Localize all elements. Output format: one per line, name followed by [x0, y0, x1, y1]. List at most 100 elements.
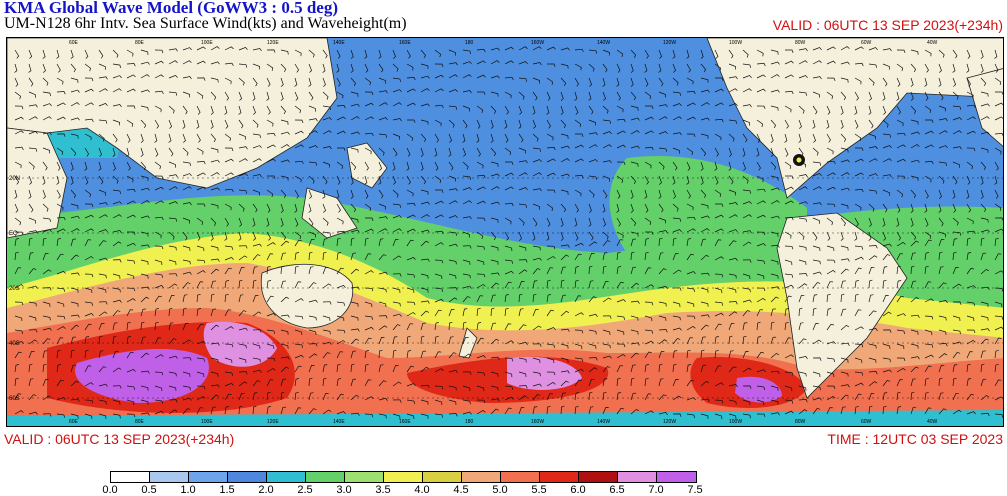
lon-label: 60E: [69, 419, 79, 425]
wind-barb: [322, 161, 330, 168]
colorbar-swatch: [462, 472, 501, 482]
wind-barb: [840, 231, 844, 241]
wind-barb: [364, 77, 372, 86]
wind-barb: [42, 147, 51, 154]
wind-barb: [196, 396, 206, 401]
wind-barb: [644, 175, 649, 185]
wind-barb: [938, 189, 942, 199]
wind-barb: [630, 175, 637, 185]
wind-barb: [56, 189, 61, 199]
wind-barb: [546, 405, 551, 415]
wind-barb: [182, 119, 186, 129]
wind-barb: [504, 147, 512, 156]
wind-barb: [112, 88, 122, 93]
colorbar-swatch: [384, 472, 423, 482]
wind-barb: [868, 392, 875, 401]
wind-barb: [952, 63, 956, 73]
wind-barb: [364, 116, 374, 121]
wind-barb: [98, 413, 107, 419]
wind-barb: [644, 203, 649, 213]
wind-barb: [504, 281, 512, 289]
wind-barb: [994, 379, 1002, 387]
wind-barb: [728, 301, 738, 305]
wind-barb: [252, 279, 257, 289]
wind-barb: [658, 285, 668, 289]
wind-barb: [518, 119, 522, 129]
wind-barb: [924, 189, 929, 199]
wind-barb: [826, 371, 835, 378]
wind-barb: [784, 337, 792, 345]
wind-barb: [616, 189, 621, 199]
wind-barb: [182, 76, 192, 80]
wind-barb: [112, 299, 122, 303]
wind-barb: [434, 322, 439, 331]
wind-barb: [910, 175, 919, 181]
wind-barb: [196, 161, 206, 165]
wind-barb: [616, 175, 624, 184]
wind-barb: [182, 271, 192, 275]
wind-barb: [84, 63, 92, 72]
storm-eye-atlantic: [796, 157, 802, 163]
wind-barb: [224, 245, 234, 250]
wind-barb: [378, 147, 385, 156]
wind-barb: [266, 391, 271, 401]
wind-barb: [350, 203, 357, 213]
wind-barb: [588, 367, 598, 373]
wind-barb: [658, 116, 668, 121]
wind-barb: [476, 284, 486, 289]
wind-barb: [406, 147, 411, 157]
wind-barb: [224, 62, 234, 66]
wind-barb: [896, 119, 904, 127]
wind-barb: [630, 377, 635, 387]
wind-barb: [462, 175, 472, 180]
wind-barb: [882, 369, 892, 373]
wind-barb: [182, 385, 191, 391]
wind-barb: [602, 343, 611, 349]
wind-barb: [518, 357, 527, 363]
wind-barb: [882, 145, 892, 149]
wind-barb: [280, 131, 290, 135]
wind-barb: [742, 299, 752, 303]
wind-barb: [588, 280, 594, 289]
wind-barb: [896, 217, 900, 227]
wind-barb: [182, 161, 191, 166]
wind-barb: [798, 294, 805, 303]
wind-barb: [658, 175, 662, 185]
wind-barb: [322, 393, 329, 401]
wind-barb: [560, 231, 564, 241]
wind-barb: [616, 407, 624, 415]
wind-barb: [840, 187, 850, 191]
wind-barb: [644, 364, 649, 373]
wind-barb: [504, 91, 512, 99]
wind-barb: [42, 327, 52, 331]
wind-barb: [182, 323, 189, 331]
wind-barb: [14, 377, 19, 387]
wind-barb: [448, 321, 453, 331]
colorbar-tick-label: 5.0: [492, 484, 508, 496]
wind-barb: [392, 324, 401, 331]
wind-barb: [266, 343, 275, 350]
wind-barb: [98, 88, 108, 93]
wind-barb: [910, 280, 917, 289]
wind-barb: [784, 105, 792, 113]
wind-barb: [770, 133, 774, 143]
wind-barb: [700, 380, 710, 387]
wind-barb: [728, 322, 735, 331]
wind-barb: [504, 76, 514, 81]
wind-barb: [238, 279, 243, 289]
wind-barb: [280, 63, 287, 73]
wind-barb: [266, 253, 274, 261]
wind-barb: [98, 133, 105, 142]
lon-label: 100W: [729, 419, 742, 425]
wind-barb: [28, 339, 38, 345]
wind-barb: [854, 405, 859, 415]
wind-barb: [154, 385, 163, 392]
wind-barb: [350, 350, 356, 359]
wind-barb: [364, 396, 374, 401]
wind-barb: [574, 91, 578, 101]
wind-barb: [812, 339, 822, 345]
wind-barb: [546, 245, 556, 250]
wind-barb: [322, 352, 331, 359]
wind-barb: [84, 147, 90, 157]
wind-barb: [112, 351, 119, 359]
